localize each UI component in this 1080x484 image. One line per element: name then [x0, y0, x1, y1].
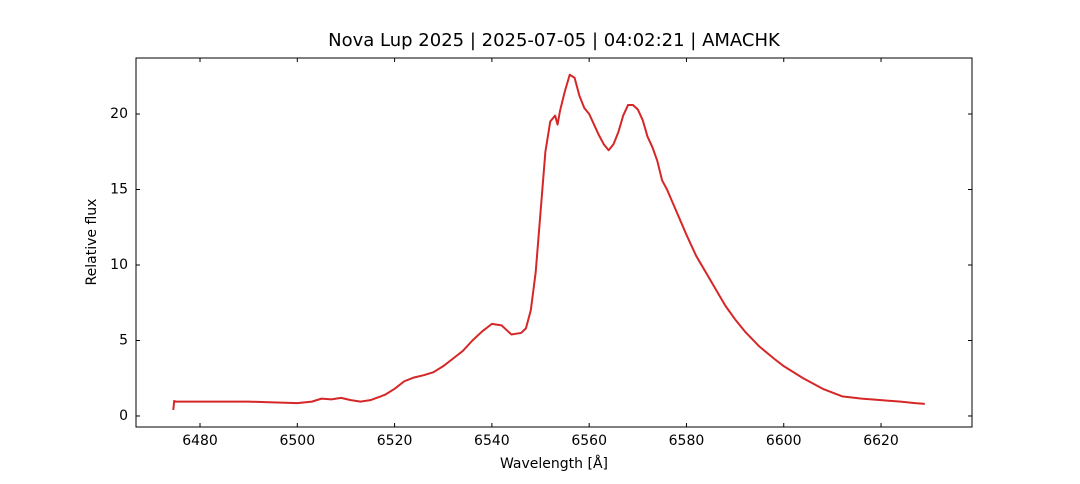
x-tick-label: 6620: [863, 433, 899, 449]
y-tick-label: 0: [119, 408, 128, 424]
plot-frame: [135, 57, 973, 428]
x-tick-label: 6580: [669, 433, 705, 449]
y-tick-label: 5: [119, 332, 128, 348]
x-tick-label: 6560: [571, 433, 607, 449]
y-tick-label: 15: [110, 182, 128, 198]
x-tick-label: 6500: [279, 433, 315, 449]
x-axis-label: Wavelength [Å]: [500, 455, 608, 472]
y-tick-label: 10: [110, 257, 128, 273]
y-axis-label: Relative flux: [84, 199, 100, 286]
x-tick-label: 6480: [182, 433, 218, 449]
spectrum-line: [172, 73, 925, 411]
x-tick-label: 6540: [474, 433, 510, 449]
x-tick-label: 6520: [377, 433, 413, 449]
y-tick-label: 20: [110, 106, 128, 122]
chart-title: Nova Lup 2025 | 2025-07-05 | 04:02:21 | …: [328, 30, 781, 51]
x-tick-label: 6600: [766, 433, 802, 449]
